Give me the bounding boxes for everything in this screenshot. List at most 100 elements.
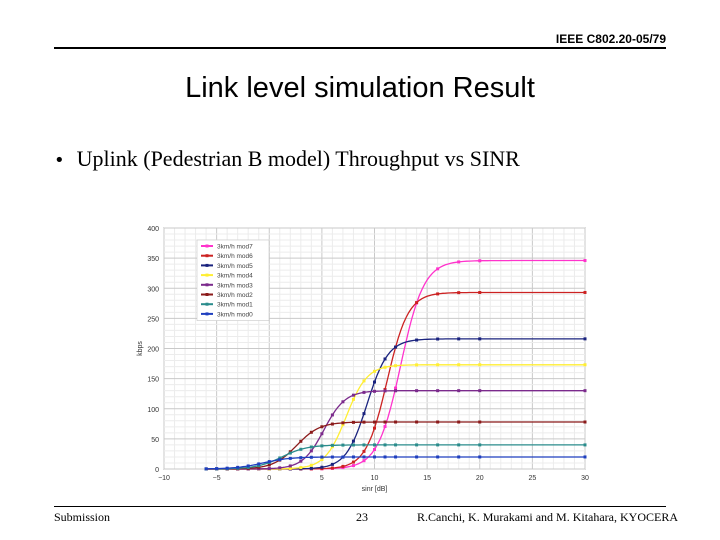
series-point [383,425,387,429]
series-point [341,455,345,459]
series-point [457,337,461,341]
series-point [320,444,324,448]
y-tick-label: 400 [147,226,159,233]
chart-svg: 0 50 100 150 200 250 300 350 400 −10 −5 0 5 10 15 20 25 3… [137,226,589,493]
series-point [257,462,261,466]
x-tick-label: −5 [213,475,221,482]
legend-label: 3km/h mod2 [217,292,253,299]
series-point [257,465,261,469]
series-point [478,443,482,447]
series-point [373,420,376,424]
slide-title: Link level simulation Result [185,72,535,104]
series-point [383,443,387,447]
x-tick-label: 30 [581,475,589,482]
series-point [436,455,440,459]
series-point [373,455,376,459]
series-point [415,443,419,447]
series-point [278,466,282,470]
series-point [457,363,461,367]
series-point [394,420,398,424]
series-point [415,389,419,393]
series-point [351,443,355,447]
x-tick-label: 5 [320,475,324,482]
series-point [330,422,334,426]
series-point [341,423,345,427]
series-point [373,443,376,447]
series-point [320,465,324,469]
series-point [436,337,440,341]
series-point [583,420,587,424]
legend-marker [205,254,209,258]
series-point [583,389,587,393]
legend-label: 3km/h mod0 [217,311,253,318]
series-point [299,456,303,460]
series-point [320,432,324,436]
series-point [362,455,366,459]
x-tick-label: 15 [423,475,431,482]
series-point [330,443,334,447]
series-point [341,400,345,404]
series-point [351,439,355,443]
series-point [341,421,345,425]
legend-marker [205,273,209,277]
series-point [341,464,345,468]
series-point [309,455,313,459]
series-point [583,443,587,447]
series-point [288,466,292,470]
series-point [383,389,387,393]
series-point [383,420,387,424]
footer-rule [54,506,666,507]
series-point [457,260,461,264]
series-point [394,364,398,368]
series-point [288,464,292,468]
series-point [330,462,334,466]
series-point [583,290,587,294]
y-axis-label: kbps [137,341,144,356]
legend-label: 3km/h mod6 [217,253,253,260]
x-tick-label: 20 [476,475,484,482]
page-number: 23 [356,510,368,524]
series-point [394,345,398,349]
series-point [246,464,250,468]
series-point [351,420,355,424]
series-point [362,443,366,447]
series-point [278,458,282,462]
series-point [320,455,324,459]
bullet-text: Uplink (Pedestrian B model) Throughput v… [76,146,520,171]
footer-submission: Submission [54,510,111,524]
series-point [309,463,313,467]
series-point [225,466,229,470]
series-point [362,379,366,383]
y-tick-label: 0 [155,467,159,474]
series-point [436,420,440,424]
document-id: IEEE C802.20-05/79 [555,32,666,46]
y-tick-label: 300 [147,286,159,293]
series-point [583,337,587,341]
series-point [394,386,398,390]
series-point [267,463,271,467]
series-point [362,420,366,424]
series-point [478,389,482,393]
series-point [341,443,345,447]
series-point [478,337,482,341]
series-point [478,420,482,424]
throughput-chart: 0 50 100 150 200 250 300 350 400 −10 −5 0 5 10 15 20 25 3… [128,218,598,500]
legend-box [196,239,270,321]
series-point [267,460,271,464]
legend-marker [205,244,209,248]
series-point [478,290,482,294]
series-point [299,466,303,470]
series-point [436,443,440,447]
series-point [362,449,366,453]
y-tick-label: 50 [151,437,159,444]
series-point [373,448,376,452]
series-point [288,451,292,455]
legend-label: 3km/h mod5 [217,263,253,270]
legend-marker [205,312,209,316]
series-point [394,455,398,459]
legend-label: 3km/h mod4 [217,273,253,280]
y-tick-label: 100 [147,407,159,414]
series-point [351,397,355,401]
series-point [351,393,355,397]
legend-label: 3km/h mod3 [217,282,253,289]
